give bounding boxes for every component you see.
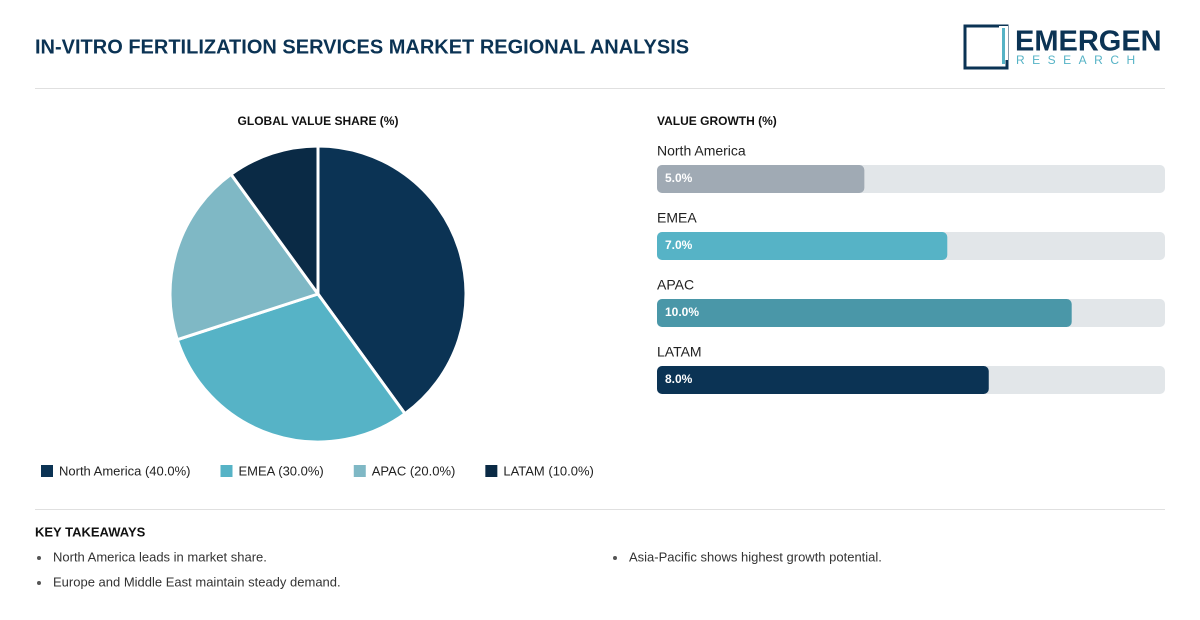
bullet xyxy=(37,556,41,560)
bar xyxy=(657,232,948,260)
legend-label: LATAM (10.0%) xyxy=(503,463,594,478)
legend-label: EMEA (30.0%) xyxy=(239,463,324,478)
takeaway: Europe and Middle East maintain steady d… xyxy=(53,574,341,589)
bar xyxy=(657,299,1072,327)
bar-value-label: 7.0% xyxy=(665,238,693,252)
bar-value-label: 8.0% xyxy=(665,372,693,386)
bar-category: APAC xyxy=(657,277,694,293)
chart-title: VALUE GROWTH (%) xyxy=(657,114,777,128)
pie-slice xyxy=(316,144,468,416)
bar-category: EMEA xyxy=(657,210,697,226)
takeaway: North America leads in market share. xyxy=(53,549,267,564)
legend-swatch xyxy=(220,465,233,477)
bar-value-label: 10.0% xyxy=(665,305,699,319)
bullet xyxy=(37,581,41,585)
bar-value-label: 5.0% xyxy=(665,171,693,185)
bar xyxy=(657,165,865,193)
pie-slice xyxy=(228,144,320,299)
logo-sub: RESEARCH xyxy=(1016,53,1143,67)
legend-label: North America (40.0%) xyxy=(59,463,191,478)
takeaway: Asia-Pacific shows highest growth potent… xyxy=(629,549,882,564)
bullet xyxy=(613,556,617,560)
logo-name: EMERGEN xyxy=(1015,26,1162,58)
pie-slice xyxy=(175,292,408,444)
page-title: IN-VITRO FERTILIZATION SERVICES MARKET R… xyxy=(35,36,689,58)
logo-accent xyxy=(1002,28,1005,64)
chart-title: GLOBAL VALUE SHARE (%) xyxy=(238,114,399,128)
legend-swatch xyxy=(353,465,366,477)
takeaways-title: KEY TAKEAWAYS xyxy=(35,524,146,539)
pie-slice xyxy=(168,172,321,342)
legend-swatch xyxy=(485,465,498,477)
bar-category: LATAM xyxy=(657,344,702,360)
logo: EMERGEN RESEARCH xyxy=(963,24,1162,70)
legend-swatch xyxy=(41,465,53,477)
legend-label: APAC (20.0%) xyxy=(372,463,456,478)
bar xyxy=(657,366,989,394)
bar-category: North America xyxy=(657,143,746,159)
